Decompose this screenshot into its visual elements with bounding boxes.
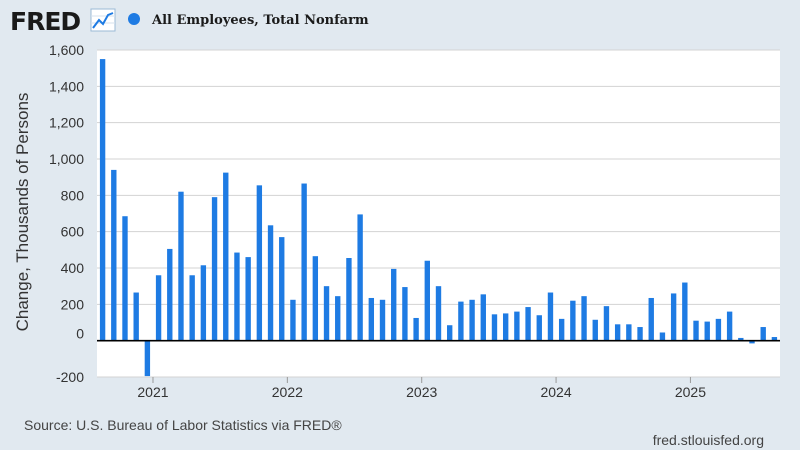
bar[interactable] (458, 301, 464, 341)
bar[interactable] (648, 297, 654, 341)
bar[interactable] (279, 237, 285, 341)
x-tick-label: 2021 (137, 384, 168, 400)
bar[interactable] (435, 286, 442, 341)
bar[interactable] (379, 299, 386, 341)
bar[interactable] (738, 337, 744, 341)
bar[interactable] (189, 275, 195, 341)
bar[interactable] (368, 297, 375, 341)
bar[interactable] (659, 332, 666, 341)
bar[interactable] (267, 225, 274, 341)
y-tick-label: 200 (61, 296, 85, 312)
x-tick-label: 2025 (675, 384, 706, 400)
y-tick-label: 0 (76, 326, 84, 342)
bar[interactable] (626, 324, 632, 341)
source-note: Source: U.S. Bureau of Labor Statistics … (24, 417, 342, 433)
bar[interactable] (357, 214, 363, 341)
bar[interactable] (547, 292, 554, 341)
legend: All Employees, Total Nonfarm (128, 13, 369, 28)
bar[interactable] (290, 299, 296, 341)
bar[interactable] (581, 296, 587, 341)
bar[interactable] (726, 311, 733, 341)
y-tick-label: -200 (56, 369, 84, 385)
bar[interactable] (391, 268, 397, 341)
bar[interactable] (223, 172, 229, 341)
bar[interactable] (614, 324, 621, 341)
bar[interactable] (211, 197, 218, 341)
bar-series (99, 59, 778, 377)
bar[interactable] (704, 321, 710, 341)
fred-logo[interactable]: FRED (10, 7, 116, 36)
bar[interactable] (491, 314, 498, 341)
bar[interactable] (245, 257, 251, 341)
bar[interactable] (99, 59, 106, 341)
legend-swatch (128, 13, 140, 25)
y-tick-label: 1,600 (49, 42, 84, 58)
site-link[interactable]: fred.stlouisfed.org (653, 432, 764, 448)
bar[interactable] (335, 296, 341, 341)
y-axis-title: Change, Thousands of Persons (13, 93, 32, 332)
bar[interactable] (749, 340, 755, 344)
x-axis-ticks: 2021 2022 2023 2024 2025 (137, 377, 706, 400)
y-tick-label: 1,400 (49, 78, 84, 94)
bar[interactable] (637, 327, 643, 341)
y-tick-label: 400 (61, 260, 85, 276)
bar[interactable] (178, 191, 184, 341)
bar[interactable] (122, 216, 128, 341)
y-tick-label: 800 (61, 187, 85, 203)
bar[interactable] (536, 315, 542, 341)
bar[interactable] (570, 300, 576, 341)
bar[interactable] (402, 287, 408, 341)
y-tick-label: 1,200 (49, 115, 84, 131)
bar[interactable] (760, 327, 766, 341)
bar[interactable] (312, 256, 319, 341)
bar[interactable] (715, 318, 722, 341)
bar[interactable] (469, 299, 475, 341)
bar[interactable] (502, 313, 509, 341)
bar[interactable] (234, 252, 240, 341)
y-tick-label: 600 (61, 224, 85, 240)
bar[interactable] (447, 325, 453, 341)
bar[interactable] (480, 294, 486, 341)
bar[interactable] (424, 260, 430, 341)
bar[interactable] (682, 282, 688, 341)
fred-logo-text: FRED (10, 7, 80, 36)
fred-chart-icon (90, 8, 116, 32)
bar[interactable] (346, 258, 352, 341)
bar[interactable] (514, 311, 520, 341)
x-tick-label: 2022 (272, 384, 303, 400)
bar[interactable] (133, 292, 139, 341)
bar[interactable] (413, 317, 419, 341)
bar[interactable] (323, 286, 330, 341)
bar[interactable] (301, 183, 307, 341)
x-tick-label: 2024 (540, 384, 571, 400)
bar[interactable] (256, 185, 263, 341)
bar[interactable] (693, 320, 699, 341)
bar[interactable] (525, 307, 531, 341)
bar[interactable] (592, 319, 598, 341)
bar[interactable] (155, 275, 162, 341)
bar[interactable] (603, 306, 610, 341)
gridlines (97, 49, 780, 378)
bar[interactable] (670, 293, 677, 341)
bar[interactable] (200, 265, 207, 341)
y-tick-label: 1,000 (49, 151, 84, 167)
bar[interactable] (771, 337, 778, 341)
legend-label: All Employees, Total Nonfarm (151, 13, 369, 28)
bar[interactable] (558, 318, 565, 341)
bar[interactable] (111, 169, 117, 341)
y-axis-ticks: -200 0 200 400 600 800 1,000 1,200 1,400 1,600 (49, 42, 84, 385)
bar[interactable] (167, 248, 173, 341)
x-tick-label: 2023 (406, 384, 437, 400)
bar[interactable] (144, 340, 151, 377)
